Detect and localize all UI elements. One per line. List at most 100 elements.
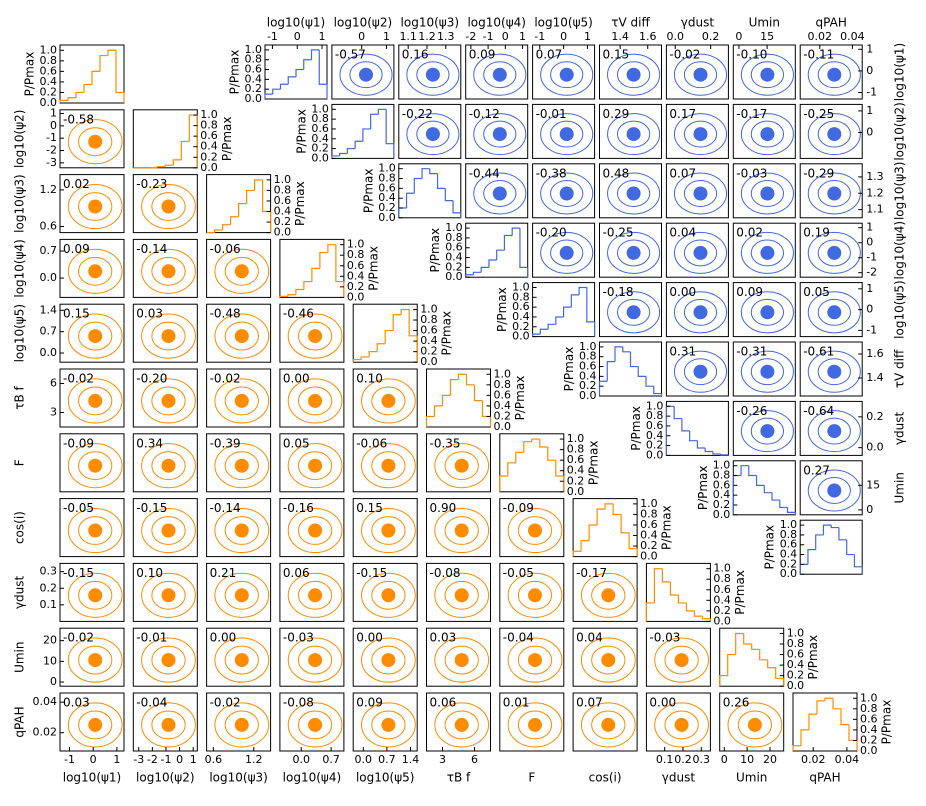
histogram-step xyxy=(398,207,407,218)
histogram-step xyxy=(488,259,497,268)
panel-frame xyxy=(331,103,395,159)
histogram-step xyxy=(808,713,817,730)
correlation-label: -0.05 xyxy=(63,501,94,515)
panel-frame xyxy=(352,368,418,428)
y-axis-label: cos(i) xyxy=(13,511,27,544)
histogram-step xyxy=(83,83,92,93)
best-fit-dot xyxy=(88,653,103,668)
contour xyxy=(287,702,343,748)
histogram-step xyxy=(815,534,824,550)
histogram-step xyxy=(164,164,174,167)
hist-tick-label: 0.6 xyxy=(713,478,731,491)
contour xyxy=(654,637,709,683)
best-fit-dot xyxy=(601,717,616,732)
panel-frame xyxy=(132,692,198,752)
best-fit-dot xyxy=(88,717,103,732)
contour xyxy=(361,378,416,424)
best-fit-dot xyxy=(693,305,708,320)
best-fit-dot xyxy=(454,588,469,603)
best-fit-dot xyxy=(626,186,641,201)
histogram-step xyxy=(775,667,784,679)
correlation-label: -0.16 xyxy=(283,501,314,515)
hist-tick-label: 0.4 xyxy=(579,369,597,382)
contour xyxy=(580,572,636,618)
best-fit-dot xyxy=(88,458,103,473)
correlation-label: 0.09 xyxy=(469,48,496,62)
hist-tick-label: 0.2 xyxy=(274,215,292,228)
histogram-step xyxy=(848,724,857,742)
contour xyxy=(607,53,661,96)
histogram-step xyxy=(763,485,773,494)
best-fit-dot xyxy=(626,305,641,320)
histogram-step xyxy=(653,386,662,395)
hist-axis-label: P/Pmax xyxy=(733,570,747,615)
x-tick-label: 10 xyxy=(740,753,754,766)
y-tick-label: 0.02 xyxy=(33,726,58,739)
panel-frame xyxy=(532,282,596,338)
histogram-step xyxy=(701,616,711,620)
best-fit-dot xyxy=(827,483,842,498)
correlation-label: -0.10 xyxy=(736,48,767,62)
contour xyxy=(807,469,861,512)
hist-tick-label: 0.2 xyxy=(640,539,658,552)
contour xyxy=(67,313,123,359)
contour xyxy=(371,645,406,675)
histogram-step xyxy=(352,358,362,363)
hist-tick-label: 0.4 xyxy=(200,140,218,153)
panel-frame xyxy=(465,222,529,278)
histogram-step xyxy=(156,166,166,168)
hist-axis-label: P/Pmax xyxy=(228,50,242,95)
panel-frame xyxy=(206,498,272,558)
contour xyxy=(740,410,794,453)
contour xyxy=(287,378,343,424)
x-tick-label: 0.0 xyxy=(355,753,373,766)
panel-frame xyxy=(206,562,272,622)
hist-tick-label: 0.6 xyxy=(445,241,463,254)
hist-tick-label: 0.2 xyxy=(311,142,329,155)
panel-frame xyxy=(532,163,596,219)
histogram-step xyxy=(685,602,695,612)
y-tick-label: -2 xyxy=(46,144,57,157)
hist-tick-label: 0.0 xyxy=(347,290,365,303)
best-fit-dot xyxy=(559,67,574,82)
histogram-step xyxy=(303,280,312,290)
hist-tick-label: 1.0 xyxy=(512,281,530,294)
best-fit-dot xyxy=(234,458,249,473)
histogram-step xyxy=(327,244,336,253)
hist-tick-label: 0.4 xyxy=(780,548,798,561)
hist-tick-label: 0.6 xyxy=(347,259,365,272)
correlation-label: -0.02 xyxy=(669,48,700,62)
contour xyxy=(616,239,651,267)
contour xyxy=(817,298,851,326)
correlation-label: 0.29 xyxy=(603,107,630,121)
contour xyxy=(550,61,584,89)
correlation-label: -0.03 xyxy=(649,631,680,645)
y-tick-label: 1.2 xyxy=(40,183,58,196)
contour xyxy=(297,580,333,610)
x-tick-label: 1.1 xyxy=(399,30,417,43)
best-fit-dot xyxy=(454,653,469,668)
y-axis-label: τB f xyxy=(13,385,27,409)
hist-tick-label: 0.4 xyxy=(787,658,805,671)
panel-frame xyxy=(352,303,418,363)
correlation-label: 0.07 xyxy=(576,696,603,710)
histogram-step xyxy=(311,267,320,282)
y-tick-label: 0.0 xyxy=(866,441,884,454)
hist-tick-label: 1.0 xyxy=(860,691,878,704)
histogram-step xyxy=(254,179,263,191)
hist-tick-label: 0.4 xyxy=(311,132,329,145)
best-fit-dot xyxy=(234,588,249,603)
best-fit-dot xyxy=(559,127,574,142)
contour xyxy=(683,61,718,89)
best-fit-dot xyxy=(161,523,176,538)
correlation-label: -0.22 xyxy=(402,107,433,121)
best-fit-dot xyxy=(234,329,249,344)
correlation-label: -0.09 xyxy=(503,501,534,515)
contour xyxy=(151,386,186,416)
hist-tick-label: 1.0 xyxy=(579,340,597,353)
x-tick-label: -2 xyxy=(465,30,476,43)
panel-frame xyxy=(279,238,345,298)
histogram-step xyxy=(107,49,116,56)
y-tick-label: 0 xyxy=(866,236,873,249)
